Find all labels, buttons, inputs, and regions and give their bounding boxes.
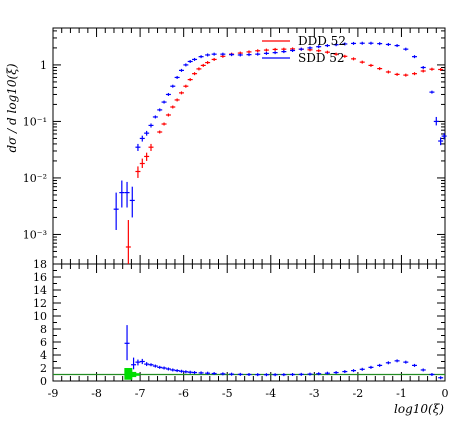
lower-y-tick-label: 16 — [33, 271, 47, 284]
x-tick-label: -6 — [178, 387, 189, 400]
upper-y-axis-label: dσ / d log10(ξ) — [5, 63, 19, 152]
legend: DDD 52 SDD 52 — [262, 34, 346, 65]
lower-y-tick-label: 4 — [40, 349, 47, 362]
lower-series-group — [53, 325, 445, 380]
x-tick-label: -2 — [353, 387, 364, 400]
lower-y-tick-label: 10 — [33, 310, 47, 323]
lower-x-axis-label: log10(ξ) — [394, 402, 444, 416]
upper-y-tick-label: 10⁻² — [23, 172, 47, 185]
legend-label-ddd: DDD 52 — [298, 34, 346, 48]
lower-y-tick-label: 12 — [33, 297, 47, 310]
upper-y-tick-label: 1 — [40, 59, 47, 72]
lower-y-tick-label: 8 — [40, 323, 47, 336]
x-tick-label: -8 — [91, 387, 102, 400]
upper-series-group — [113, 41, 447, 264]
lower-y-tick-label: 14 — [33, 284, 47, 297]
lower-y-tick-label: 6 — [40, 336, 47, 349]
ratio-band-segment — [131, 373, 140, 376]
upper-plot-frame — [52, 27, 446, 265]
x-tick-label: -9 — [48, 387, 59, 400]
lower-y-tick-label: 18 — [33, 258, 47, 271]
upper-y-axis-ticks: 10⁻³ 10⁻² 10⁻¹ 1 — [23, 30, 445, 265]
x-tick-label: 0 — [442, 387, 449, 400]
upper-y-tick-label: 10⁻¹ — [23, 115, 47, 128]
x-tick-label: -3 — [309, 387, 320, 400]
x-tick-label: -7 — [135, 387, 146, 400]
upper-x-axis-ticks — [52, 28, 446, 264]
upper-y-tick-label: 10⁻³ — [23, 228, 47, 241]
lower-plot-frame — [52, 263, 446, 382]
lower-x-axis-ticks: -9 -8 -7 -6 -5 -4 -3 -2 -1 0 — [48, 264, 449, 400]
lower-y-tick-label: 0 — [40, 375, 47, 388]
x-tick-label: -1 — [396, 387, 407, 400]
legend-label-sdd: SDD 52 — [298, 51, 345, 65]
lower-y-tick-label: 2 — [40, 362, 47, 375]
x-tick-label: -5 — [222, 387, 233, 400]
x-tick-label: -4 — [265, 387, 276, 400]
